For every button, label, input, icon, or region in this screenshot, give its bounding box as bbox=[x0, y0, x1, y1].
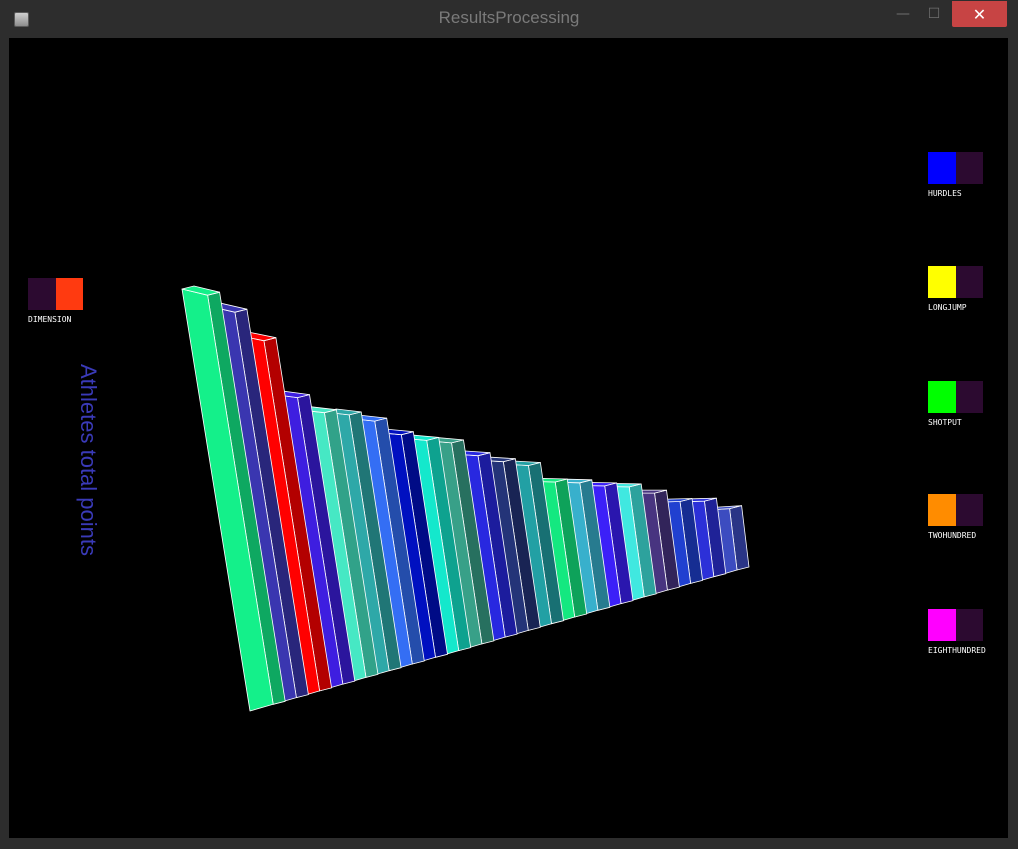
chart-bar bbox=[181, 285, 286, 712]
dimension-label: DIMENSION bbox=[28, 315, 72, 324]
hurdles-swatch-toggle[interactable] bbox=[956, 152, 983, 184]
hurdles-swatch-color[interactable] bbox=[928, 152, 956, 184]
window-title: ResultsProcessing bbox=[438, 8, 580, 27]
longjump-swatch-toggle[interactable] bbox=[956, 266, 983, 298]
twohundred-swatch-color[interactable] bbox=[928, 494, 956, 526]
close-button[interactable]: ✕ bbox=[952, 1, 1007, 27]
legend-hurdles[interactable]: HURDLES bbox=[928, 152, 1008, 198]
hurdles-label: HURDLES bbox=[928, 189, 962, 198]
longjump-swatch-color[interactable] bbox=[928, 266, 956, 298]
shotput-label: SHOTPUT bbox=[928, 418, 962, 427]
render-canvas[interactable] bbox=[9, 38, 1008, 838]
title-bar[interactable]: ResultsProcessing — ☐ ✕ bbox=[0, 0, 1018, 38]
eighthundred-swatch-toggle[interactable] bbox=[956, 609, 983, 641]
eighthundred-label: EIGHTHUNDRED bbox=[928, 646, 986, 655]
twohundred-label: TWOHUNDRED bbox=[928, 531, 977, 540]
eighthundred-swatch-color[interactable] bbox=[928, 609, 956, 641]
legend-eighthundred[interactable]: EIGHTHUNDRED bbox=[928, 609, 1008, 655]
minimize-button[interactable]: — bbox=[896, 6, 910, 22]
twohundred-swatch-toggle[interactable] bbox=[956, 494, 983, 526]
shotput-swatch-toggle[interactable] bbox=[956, 381, 983, 413]
dimension-swatch-off[interactable] bbox=[28, 278, 56, 310]
dimension-control[interactable]: DIMENSION bbox=[28, 278, 98, 324]
longjump-label: LONGJUMP bbox=[928, 303, 967, 312]
bar-top-face bbox=[181, 285, 221, 296]
shotput-swatch-color[interactable] bbox=[928, 381, 956, 413]
dimension-swatch-on[interactable] bbox=[56, 278, 83, 310]
legend-longjump[interactable]: LONGJUMP bbox=[928, 266, 1008, 312]
legend-twohundred[interactable]: TWOHUNDRED bbox=[928, 494, 1008, 540]
app-icon[interactable] bbox=[14, 12, 29, 27]
legend-shotput[interactable]: SHOTPUT bbox=[928, 381, 1008, 427]
maximize-button[interactable]: ☐ bbox=[927, 6, 941, 22]
